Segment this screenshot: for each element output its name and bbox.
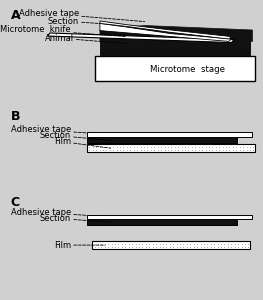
Bar — [87, 137, 237, 143]
Polygon shape — [100, 26, 252, 41]
Text: Microtome  stage: Microtome stage — [150, 65, 225, 74]
Polygon shape — [47, 33, 234, 43]
Text: Adhesive tape: Adhesive tape — [19, 9, 145, 22]
Text: Section: Section — [48, 16, 150, 27]
Polygon shape — [100, 21, 231, 39]
Text: A: A — [11, 9, 20, 22]
Bar — [95, 56, 255, 81]
Text: Section: Section — [40, 131, 110, 140]
Text: Microtome  knife: Microtome knife — [0, 26, 126, 37]
Text: B: B — [11, 110, 20, 122]
Polygon shape — [100, 41, 250, 55]
Bar — [87, 219, 237, 225]
Bar — [92, 241, 250, 249]
Bar — [87, 144, 255, 152]
Text: Film: Film — [54, 241, 105, 250]
Text: Section: Section — [40, 214, 110, 223]
Text: Animal: Animal — [44, 34, 126, 44]
Bar — [87, 132, 252, 137]
Text: Adhesive tape: Adhesive tape — [11, 125, 110, 134]
Bar — [87, 215, 252, 219]
Polygon shape — [100, 23, 231, 41]
Text: Film: Film — [54, 137, 110, 148]
Text: C: C — [11, 196, 20, 209]
Text: Adhesive tape: Adhesive tape — [11, 208, 110, 217]
